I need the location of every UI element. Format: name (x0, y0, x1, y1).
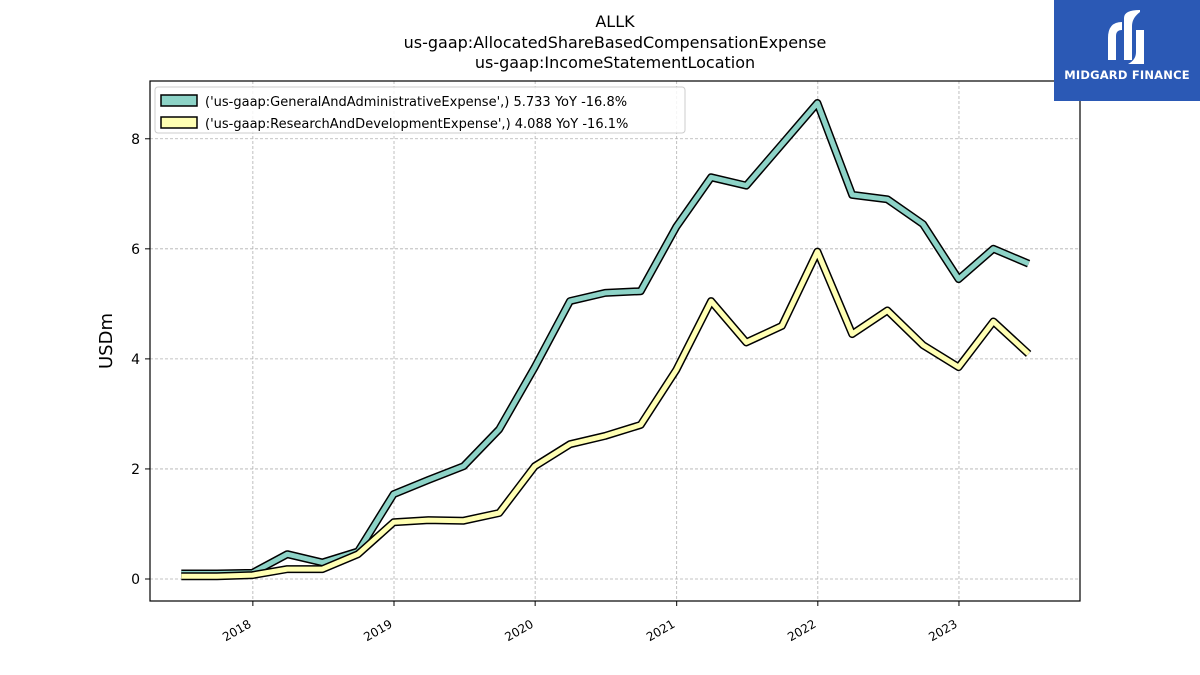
chart-title-line-2: us-gaap:AllocatedShareBasedCompensationE… (404, 33, 827, 52)
legend-swatch (160, 94, 198, 107)
y-tick-label: 0 (131, 572, 140, 588)
y-axis-label: USDm (96, 313, 117, 369)
y-axis: 0 2 4 6 8 (131, 132, 150, 588)
y-tick-label: 2 (131, 462, 140, 478)
plot-frame (149, 80, 1081, 602)
brand-mark-icon (1108, 10, 1144, 64)
grid (150, 81, 1080, 601)
legend-entry-label: ('us-gaap:GeneralAndAdministrativeExpens… (205, 95, 627, 110)
legend-box (154, 86, 686, 134)
series-line (181, 249, 1031, 579)
x-axis: 2018 2019 2020 2021 2022 2023 (220, 601, 960, 644)
chart-title: ALLK us-gaap:AllocatedShareBasedCompensa… (404, 12, 827, 72)
chart-title-line-3: us-gaap:IncomeStatementLocation (475, 53, 755, 72)
y-tick-label: 6 (131, 242, 140, 258)
x-tick-label: 2022 (785, 617, 818, 644)
series-line-outline (181, 99, 1031, 578)
series-lines (181, 99, 1032, 581)
y-tick-label: 8 (131, 132, 140, 148)
brand-name: MIDGARD FINANCE (1064, 68, 1190, 82)
x-tick-label: 2023 (926, 617, 959, 644)
chart-title-line-1: ALLK (595, 12, 635, 31)
brand-logo: MIDGARD FINANCE (1054, 0, 1200, 101)
legend-swatch (160, 116, 198, 129)
x-tick-label: 2019 (361, 617, 394, 644)
legend-entry-label: ('us-gaap:ResearchAndDevelopmentExpense'… (205, 117, 628, 132)
x-tick-label: 2020 (502, 617, 535, 644)
legend: ('us-gaap:GeneralAndAdministrativeExpens… (154, 86, 686, 134)
series-line-outline (181, 247, 1032, 581)
series-line (181, 100, 1030, 576)
y-tick-label: 4 (131, 352, 140, 368)
x-tick-label: 2018 (220, 617, 253, 644)
x-tick-label: 2021 (644, 617, 677, 644)
